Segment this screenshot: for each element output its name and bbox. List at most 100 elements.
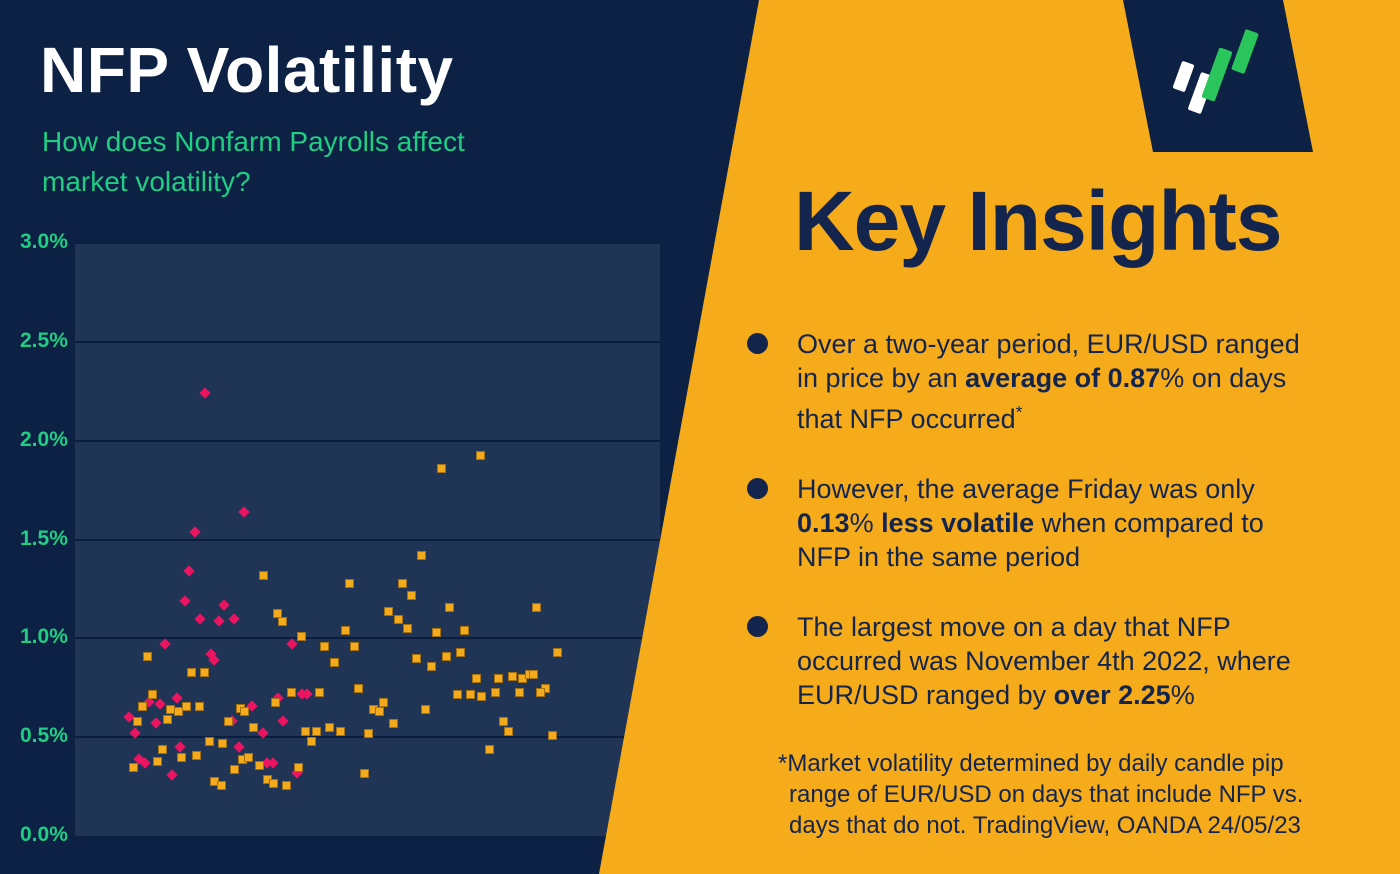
scatter-point-square [412,654,421,664]
scatter-point-diamond [213,614,225,627]
insight-item: Over a two-year period, EUR/USD ranged in… [746,327,1374,436]
scatter-point-square [375,707,384,717]
scatter-point-square [240,707,249,717]
scatter-point-square [195,701,204,711]
scatter-point-diamond [286,638,298,650]
page-title: NFP Volatility [40,34,454,106]
scatter-point-diamond [233,741,245,753]
scatter-point-square [278,616,287,626]
scatter-point-square [200,667,209,677]
scatter-point-square [499,717,508,727]
insight-text: However, the average Friday was only 0.13… [797,474,1264,572]
scatter-point-square [129,762,138,772]
logo-bar-green-long [1201,47,1233,102]
scatter-point-square [218,739,227,749]
scatter-point-square [491,687,500,697]
scatter-point-square [217,780,226,790]
scatter-point-square [297,632,306,642]
scatter-point-diamond [277,715,289,728]
scatter-point-square [315,687,324,697]
y-tick-label: 0.0% [20,823,68,846]
scatter-point-square [553,648,562,658]
key-insights-heading: Key Insights [794,174,1282,268]
logo-bar-white-short [1172,61,1195,92]
scatter-point-square [177,752,186,762]
gridline [75,637,660,640]
scatter-point-square [472,673,481,683]
scatter-point-square [466,689,475,699]
key-insights-section: Key Insights Over a two-year period, EUR… [746,179,1374,841]
scatter-point-diamond [159,638,171,650]
insight-item: However, the average Friday was only 0.13… [746,472,1374,574]
scatter-point-square [427,662,436,671]
scatter-point-diamond [174,741,186,753]
scatter-point-square [460,626,469,636]
scatter-point-square [417,551,426,561]
scatter-point-diamond [189,525,201,538]
scatter-point-diamond [183,565,195,577]
scatter-point-square [325,723,334,733]
footnote-line: range of EUR/USD on days that include NF… [789,781,1304,808]
y-tick-label: 3.0% [20,230,68,253]
subtitle-line: How does Nonfarm Payrolls affect [42,126,465,157]
scatter-point-square [282,780,291,790]
scatter-point-diamond [199,387,211,399]
scatter-point-square [341,626,350,636]
scatter-point-square [432,628,441,638]
scatter-point-square [403,624,412,634]
scatter-point-square [143,652,152,662]
scatter-point-square [301,727,310,737]
scatter-point-square [437,464,446,474]
scatter-point-square [532,602,541,612]
scatter-point-square [389,719,398,729]
scatter-point-square [350,642,359,652]
y-tick-label: 2.0% [20,427,68,451]
scatter-point-diamond [166,769,178,781]
scatter-point-square [364,729,373,739]
scatter-point-square [515,687,524,697]
scatter-point-square [307,737,316,747]
scatter-point-diamond [154,697,166,710]
scatter-point-square [148,689,157,699]
insights-list: Over a two-year period, EUR/USD ranged in… [746,327,1374,712]
scatter-point-square [294,762,303,772]
scatter-point-square [255,760,264,770]
scatter-point-square [230,764,239,774]
scatter-point-square [163,715,172,725]
y-tick-label: 2.5% [20,328,68,352]
gridline [75,242,660,244]
scatter-point-square [133,717,142,727]
scatter-point-square [259,571,268,581]
scatter-point-square [453,689,462,699]
scatter-point-square [384,606,393,616]
scatter-point-square [174,707,183,717]
scatter-point-square [398,578,407,588]
scatter-point-square [182,701,191,711]
scatter-point-square [287,687,296,697]
scatter-point-diamond [228,612,240,625]
footnote: *Market volatility determined by daily c… [778,748,1374,841]
scatter-point-square [312,727,321,737]
scatter-point-square [273,608,282,618]
scatter-point-square [442,652,451,662]
scatter-point-square [330,658,339,668]
chart-subtitle: How does Nonfarm Payrolls affect market … [42,122,465,202]
insight-text: Over a two-year period, EUR/USD ranged in… [797,329,1300,434]
scatter-point-diamond [171,691,183,704]
scatter-point-square [158,745,167,755]
scatter-point-square [138,701,147,711]
scatter-point-square [354,683,363,693]
scatter-point-square [320,642,329,652]
y-tick-label: 0.5% [20,724,68,748]
scatter-point-square [345,578,354,588]
scatter-point-square [271,697,280,707]
scatter-point-square [456,648,465,658]
scatter-point-square [360,768,369,778]
scatter-point-square [477,691,486,701]
scatter-point-square [536,687,545,697]
bullet-dot-icon [747,616,768,637]
scatter-point-square [494,673,503,683]
y-tick-label: 1.5% [20,526,68,550]
scatter-point-square [485,745,494,755]
